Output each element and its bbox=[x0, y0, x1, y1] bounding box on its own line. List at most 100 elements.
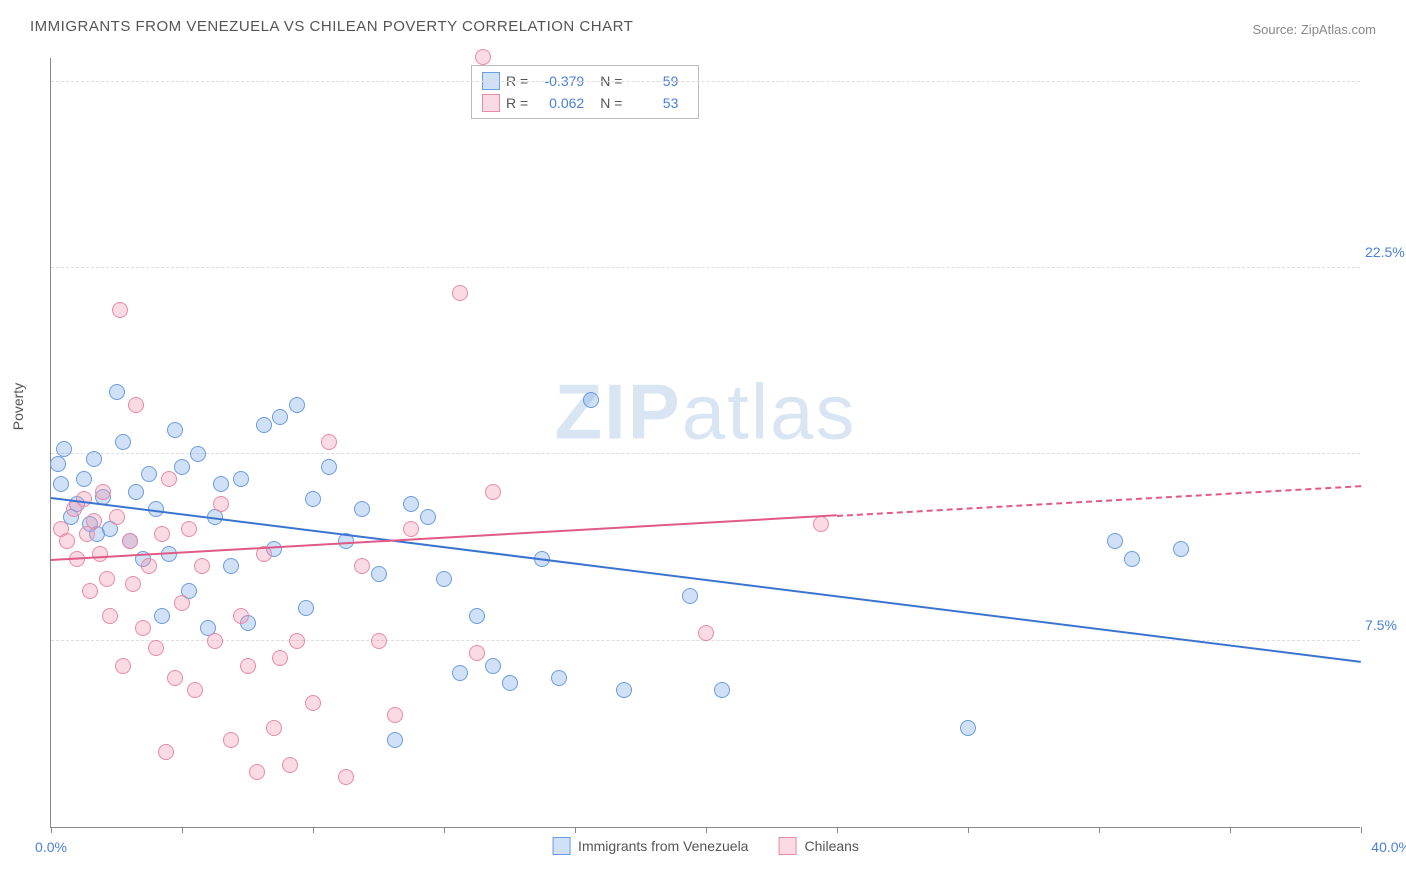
x-tick bbox=[182, 827, 183, 833]
legend-item-venezuela: Immigrants from Venezuela bbox=[552, 837, 748, 855]
data-point-venezuela bbox=[53, 476, 69, 492]
data-point-venezuela bbox=[502, 675, 518, 691]
data-point-chileans bbox=[128, 397, 144, 413]
data-point-venezuela bbox=[50, 456, 66, 472]
data-point-chileans bbox=[354, 558, 370, 574]
data-point-chileans bbox=[125, 576, 141, 592]
data-point-venezuela bbox=[272, 409, 288, 425]
data-point-chileans bbox=[813, 516, 829, 532]
data-point-venezuela bbox=[190, 446, 206, 462]
data-point-venezuela bbox=[960, 720, 976, 736]
data-point-venezuela bbox=[305, 491, 321, 507]
plot-area: ZIPatlas R = -0.379 N = 59 R = 0.062 N =… bbox=[50, 58, 1360, 828]
data-point-venezuela bbox=[223, 558, 239, 574]
data-point-venezuela bbox=[682, 588, 698, 604]
data-point-venezuela bbox=[56, 441, 72, 457]
data-point-chileans bbox=[698, 625, 714, 641]
x-tick-label: 0.0% bbox=[35, 839, 67, 855]
x-tick-label: 40.0% bbox=[1371, 839, 1406, 855]
x-tick bbox=[313, 827, 314, 833]
data-point-chileans bbox=[82, 583, 98, 599]
data-point-chileans bbox=[272, 650, 288, 666]
trend-line-extrapolated bbox=[837, 485, 1361, 517]
gridline bbox=[51, 267, 1360, 268]
watermark-bold: ZIP bbox=[554, 367, 681, 455]
data-point-venezuela bbox=[583, 392, 599, 408]
data-point-chileans bbox=[154, 526, 170, 542]
data-point-venezuela bbox=[141, 466, 157, 482]
data-point-chileans bbox=[371, 633, 387, 649]
data-point-chileans bbox=[223, 732, 239, 748]
data-point-venezuela bbox=[1107, 533, 1123, 549]
data-point-venezuela bbox=[1173, 541, 1189, 557]
data-point-chileans bbox=[305, 695, 321, 711]
data-point-chileans bbox=[158, 744, 174, 760]
data-point-chileans bbox=[194, 558, 210, 574]
n-value-chileans: 53 bbox=[628, 95, 678, 111]
data-point-venezuela bbox=[616, 682, 632, 698]
gridline bbox=[51, 453, 1360, 454]
swatch-chileans bbox=[482, 94, 500, 112]
data-point-chileans bbox=[233, 608, 249, 624]
data-point-chileans bbox=[403, 521, 419, 537]
data-point-venezuela bbox=[174, 459, 190, 475]
x-tick bbox=[51, 827, 52, 833]
legend-item-chileans: Chileans bbox=[778, 837, 858, 855]
stats-legend-box: R = -0.379 N = 59 R = 0.062 N = 53 bbox=[471, 65, 699, 119]
x-tick bbox=[575, 827, 576, 833]
data-point-chileans bbox=[469, 645, 485, 661]
legend-swatch-chileans bbox=[778, 837, 796, 855]
y-tick-label: 7.5% bbox=[1365, 617, 1406, 633]
data-point-chileans bbox=[92, 546, 108, 562]
data-point-chileans bbox=[475, 49, 491, 65]
data-point-venezuela bbox=[256, 417, 272, 433]
legend-label-chileans: Chileans bbox=[804, 838, 858, 854]
legend-label-venezuela: Immigrants from Venezuela bbox=[578, 838, 748, 854]
r-value-chileans: 0.062 bbox=[534, 95, 584, 111]
data-point-venezuela bbox=[154, 608, 170, 624]
data-point-venezuela bbox=[76, 471, 92, 487]
data-point-chileans bbox=[99, 571, 115, 587]
legend-swatch-venezuela bbox=[552, 837, 570, 855]
data-point-chileans bbox=[161, 471, 177, 487]
x-tick bbox=[1361, 827, 1362, 833]
r-label: R = bbox=[506, 95, 528, 111]
data-point-chileans bbox=[76, 491, 92, 507]
data-point-chileans bbox=[207, 633, 223, 649]
data-point-chileans bbox=[141, 558, 157, 574]
data-point-venezuela bbox=[551, 670, 567, 686]
data-point-venezuela bbox=[86, 451, 102, 467]
data-point-venezuela bbox=[387, 732, 403, 748]
data-point-chileans bbox=[266, 720, 282, 736]
data-point-venezuela bbox=[213, 476, 229, 492]
data-point-venezuela bbox=[167, 422, 183, 438]
data-point-chileans bbox=[338, 769, 354, 785]
data-point-venezuela bbox=[354, 501, 370, 517]
data-point-chileans bbox=[174, 595, 190, 611]
y-tick-label: 22.5% bbox=[1365, 244, 1406, 260]
bottom-legend: Immigrants from Venezuela Chileans bbox=[552, 837, 859, 855]
data-point-chileans bbox=[109, 509, 125, 525]
data-point-chileans bbox=[181, 521, 197, 537]
stats-row-chileans: R = 0.062 N = 53 bbox=[482, 92, 688, 114]
data-point-chileans bbox=[135, 620, 151, 636]
data-point-chileans bbox=[321, 434, 337, 450]
data-point-chileans bbox=[485, 484, 501, 500]
data-point-chileans bbox=[86, 513, 102, 529]
data-point-chileans bbox=[249, 764, 265, 780]
x-tick bbox=[1230, 827, 1231, 833]
data-point-venezuela bbox=[298, 600, 314, 616]
data-point-chileans bbox=[167, 670, 183, 686]
data-point-chileans bbox=[387, 707, 403, 723]
x-tick bbox=[837, 827, 838, 833]
gridline bbox=[51, 81, 1360, 82]
data-point-venezuela bbox=[436, 571, 452, 587]
watermark: ZIPatlas bbox=[554, 366, 856, 457]
data-point-chileans bbox=[289, 633, 305, 649]
n-label: N = bbox=[600, 95, 622, 111]
chart-title: IMMIGRANTS FROM VENEZUELA VS CHILEAN POV… bbox=[30, 18, 633, 35]
x-tick bbox=[444, 827, 445, 833]
data-point-venezuela bbox=[714, 682, 730, 698]
data-point-chileans bbox=[148, 640, 164, 656]
y-axis-label: Poverty bbox=[10, 383, 26, 430]
